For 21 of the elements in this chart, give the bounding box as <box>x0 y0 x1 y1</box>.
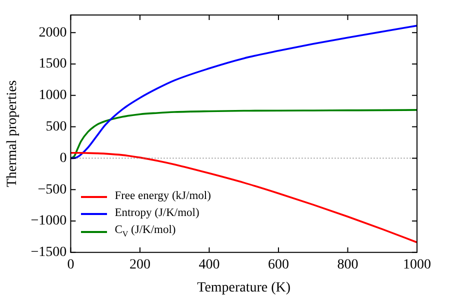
x-tick-label: 1000 <box>403 257 431 272</box>
x-tick-label: 800 <box>337 257 358 272</box>
y-tick-label: 0 <box>60 150 67 166</box>
y-tick-label: 1500 <box>38 56 67 72</box>
legend-label: Free energy (kJ/mol) <box>114 189 211 204</box>
line-series <box>70 109 417 160</box>
x-tick-label: 400 <box>198 257 220 272</box>
y-tick-label: 500 <box>46 119 67 134</box>
legend-label: C$_{V}$ (J/K/mol) <box>114 223 176 240</box>
y-axis-title: Thermal properties <box>5 80 20 188</box>
line-series <box>70 24 417 160</box>
x-axis-title: Temperature (K) <box>197 280 291 296</box>
y-tick-label: 1000 <box>38 88 67 104</box>
line-series <box>70 152 417 244</box>
x-tick-label: 200 <box>129 257 150 272</box>
y-tick-label: −500 <box>38 182 67 198</box>
y-tick-label: −1500 <box>30 245 67 260</box>
y-tick-label: −1000 <box>30 214 67 229</box>
y-tick-label: 2000 <box>38 25 67 40</box>
legend-label: Entropy (J/K/mol) <box>114 206 200 222</box>
x-tick-label: 600 <box>268 257 289 272</box>
